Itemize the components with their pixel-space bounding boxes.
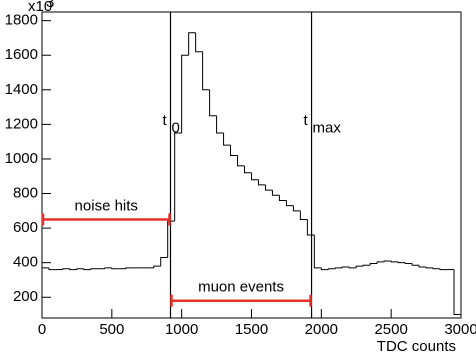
y-tick-label: 1000 [5,150,38,167]
marker-label: t [162,112,167,129]
marker-label-sub: 0 [171,120,179,137]
y-tick-label: 200 [13,288,38,305]
histogram-bin [251,172,259,181]
histogram-bin [230,145,238,156]
histogram-bin [153,265,161,268]
x-tick-label: 1500 [235,321,268,338]
histogram-bin [376,261,385,264]
histogram-bin [439,268,448,271]
histogram-bin [292,205,301,212]
histogram-bin [174,132,182,222]
range-label: noise hits [75,197,138,214]
x-axis-label: TDC counts [377,338,456,355]
histogram-bin [237,155,245,167]
y-tick-label: 1200 [5,115,38,132]
histogram-bin [188,32,196,56]
histogram-bin [83,268,91,271]
histogram-bin [111,267,119,270]
histogram-bin [209,89,217,117]
histogram-bin [285,200,294,207]
x-tick-label: 1000 [165,321,198,338]
x-tick-label: 2500 [374,321,407,338]
histogram-bin [362,264,371,267]
histogram-bin [257,179,266,186]
histogram-bin [48,267,56,271]
histogram-bin [271,190,280,196]
y-tick-label: 1800 [5,12,38,29]
x-tick-label: 0 [38,321,46,338]
histogram-bin [369,263,378,266]
range-label: muon events [198,279,284,296]
marker-label-sub: max [313,120,342,137]
histogram-bin [264,184,273,191]
histogram-bin [348,267,357,269]
histogram-bin [432,267,441,270]
histogram-bin [278,195,287,201]
histogram-bin [383,260,392,262]
histogram-bin [181,54,189,134]
histogram-bin [320,267,329,271]
histogram-bin [216,115,224,134]
y-tick-label: 1600 [5,46,38,63]
histogram-bin [223,133,231,146]
y-tick-label: 600 [13,219,38,236]
histogram-bin [41,267,49,318]
histogram-bin [90,268,98,270]
histogram-bin [313,235,322,269]
histogram-bin [397,261,406,264]
y-tick-label: 400 [13,254,38,271]
histogram-bin [404,262,413,265]
x-tick-label: 2000 [305,321,338,338]
y-tick-label: 1400 [5,81,38,98]
histogram-bin [453,269,462,318]
histogram-bin [299,210,308,220]
histogram-bin [334,267,343,269]
histogram-bin [62,268,70,270]
marker-label: t [304,112,309,129]
x-tick-label: 3000 [444,321,476,338]
histogram-bin [411,263,420,266]
histogram-bin [167,220,175,258]
histogram-bin [125,267,133,269]
histogram-bin [327,268,336,270]
histogram-bin [195,32,203,53]
x-tick-label: 500 [99,321,124,338]
histogram-bin [244,165,252,174]
histogram-bin [341,266,350,268]
histogram-bin [306,219,315,236]
y-multiplier: x10 [28,0,52,15]
frame [41,11,462,319]
y-tick-label: 800 [13,184,38,201]
y-multiplier-exponent: 3 [46,0,54,11]
histogram-bin [390,260,399,263]
histogram-bin [76,268,84,270]
histogram-bin [69,268,77,271]
histogram-bin [355,265,364,268]
histogram-bin [160,256,168,267]
histogram-bin [104,267,112,269]
histogram-bin [418,265,427,268]
histogram-bin [425,267,434,269]
histogram-bin [202,51,210,91]
